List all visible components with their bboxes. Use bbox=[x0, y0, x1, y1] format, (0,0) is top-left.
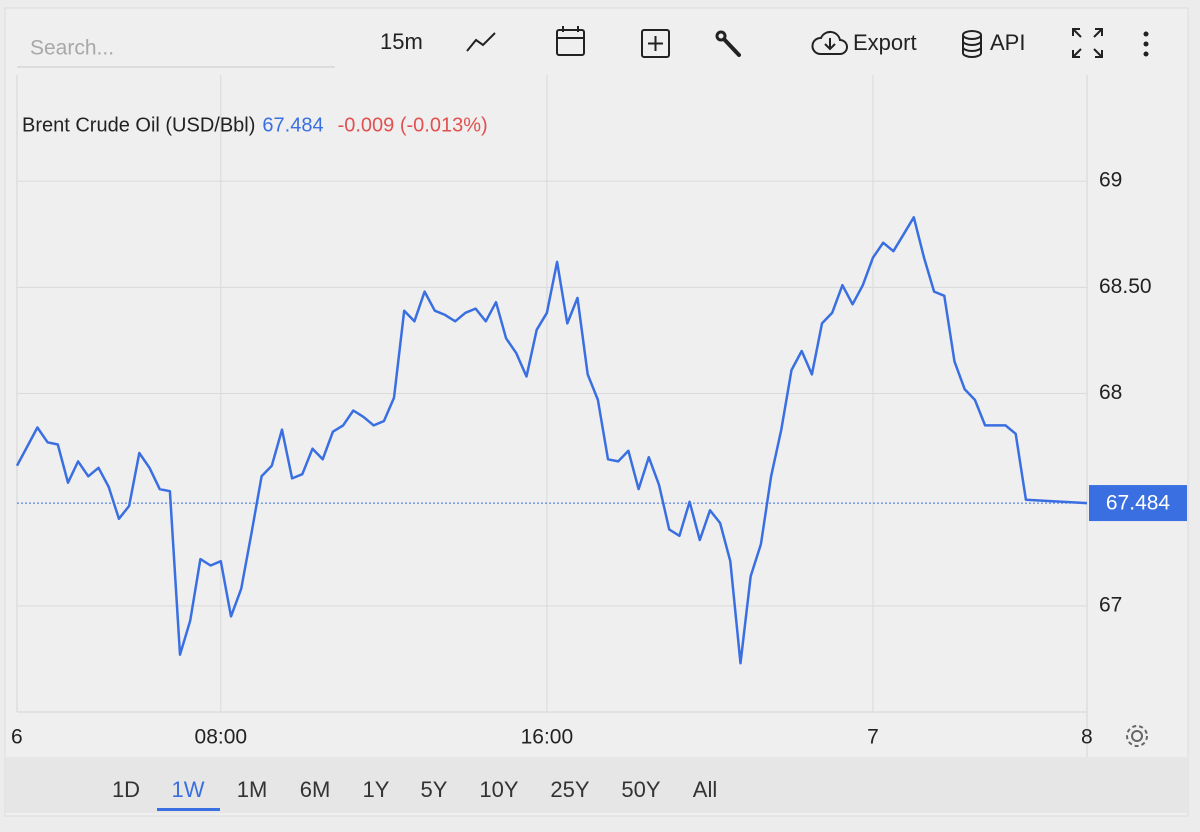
y-tick-label: 68.50 bbox=[1099, 275, 1152, 298]
last-price-tag bbox=[1089, 485, 1187, 522]
header-change: -0.009 (-0.013%) bbox=[338, 114, 488, 136]
interval-button[interactable]: 15m bbox=[380, 29, 423, 54]
range-button[interactable]: All bbox=[693, 777, 717, 802]
price-line bbox=[15, 216, 1088, 665]
search-input[interactable]: Search... bbox=[30, 37, 114, 60]
export-icon[interactable] bbox=[811, 30, 848, 55]
y-tick-label: 68 bbox=[1099, 381, 1122, 404]
range-button[interactable]: 1M bbox=[237, 777, 268, 802]
y-tick-label: 67 bbox=[1099, 593, 1122, 616]
active-range-underline bbox=[157, 808, 220, 811]
range-button[interactable]: 1W bbox=[172, 777, 205, 802]
line-type-icon[interactable] bbox=[466, 32, 496, 52]
more-menu-icon[interactable] bbox=[1143, 31, 1149, 57]
range-button[interactable]: 5Y bbox=[421, 777, 448, 802]
last-price-label: 67.484 bbox=[1106, 492, 1171, 515]
y-tick-label: 69 bbox=[1099, 169, 1122, 192]
api-icon[interactable] bbox=[962, 30, 982, 58]
range-button[interactable]: 50Y bbox=[621, 777, 660, 802]
range-buttons: 1D 1W 1M 6M 1Y 5Y 10Y 25Y 50Y All bbox=[112, 777, 717, 802]
add-indicator-icon[interactable] bbox=[641, 29, 670, 58]
fullscreen-icon[interactable] bbox=[1072, 28, 1103, 58]
axis-settings-icon[interactable] bbox=[1126, 725, 1148, 747]
range-button[interactable]: 25Y bbox=[550, 777, 589, 802]
plot bbox=[15, 216, 1088, 665]
x-tick-label: 08:00 bbox=[195, 726, 248, 749]
range-button[interactable]: 1D bbox=[112, 777, 140, 802]
api-button[interactable]: API bbox=[990, 30, 1025, 55]
x-tick-label: 16:00 bbox=[521, 726, 574, 749]
range-bar bbox=[6, 757, 1187, 813]
x-tick-label: 7 bbox=[867, 726, 879, 749]
header-last-value: 67.484 bbox=[262, 114, 323, 136]
range-button[interactable]: 1Y bbox=[363, 777, 390, 802]
export-button[interactable]: Export bbox=[853, 30, 917, 55]
range-button[interactable]: 10Y bbox=[479, 777, 518, 802]
x-tick-label: 6 bbox=[11, 726, 23, 749]
chart-title: Brent Crude Oil (USD/Bbl) bbox=[22, 114, 255, 136]
widget-frame bbox=[4, 7, 1189, 817]
calendar-icon[interactable] bbox=[556, 26, 585, 56]
x-tick-label: 8 bbox=[1081, 726, 1093, 749]
settings-wrench-icon[interactable] bbox=[715, 30, 741, 57]
range-button[interactable]: 6M bbox=[300, 777, 331, 802]
